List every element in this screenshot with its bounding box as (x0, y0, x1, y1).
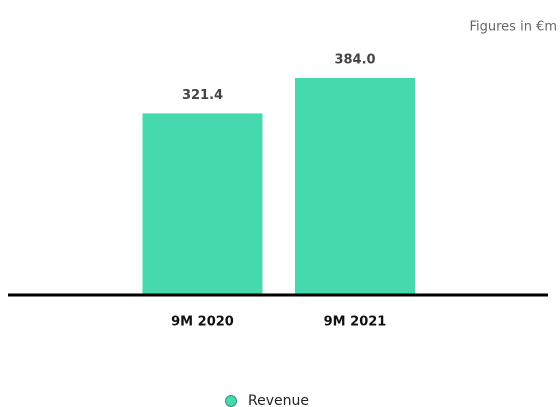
x-tick-label: 9M 2020 (171, 315, 234, 330)
bar (295, 78, 415, 295)
bar (142, 113, 263, 295)
value-label: 384.0 (334, 53, 375, 68)
value-label: 321.4 (182, 88, 223, 103)
legend-marker (225, 395, 237, 407)
x-tick-label: 9M 2021 (324, 315, 387, 330)
annotation: Figures in €m (469, 20, 557, 35)
legend-label: Revenue (248, 393, 309, 407)
